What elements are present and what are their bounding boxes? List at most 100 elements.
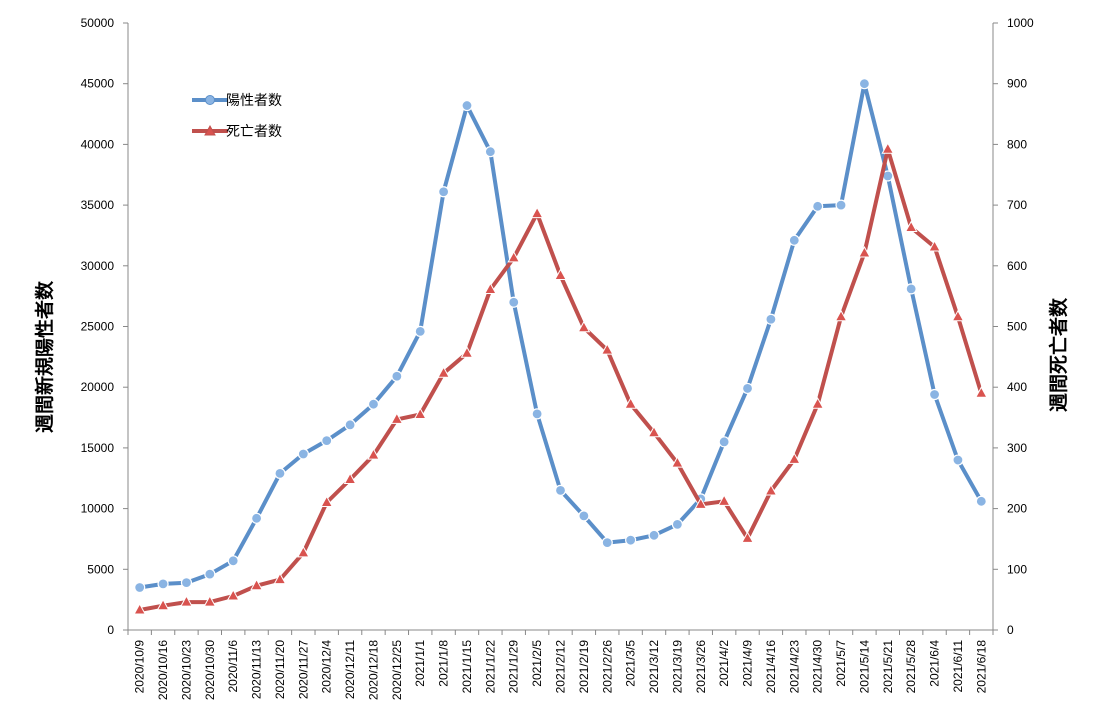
data-point (180, 595, 193, 607)
legend-marker-deaths (204, 124, 216, 136)
data-point (508, 296, 520, 308)
data-point (764, 483, 778, 496)
series-line (137, 147, 984, 612)
data-point (204, 568, 216, 580)
y-tick-label-left: 15000 (81, 441, 115, 455)
x-tick-label: 2021/4/16 (764, 640, 778, 694)
x-tick-label: 2021/3/5 (624, 640, 638, 687)
data-point (344, 419, 356, 431)
x-tick-label: 2021/3/26 (694, 640, 708, 694)
data-point (625, 534, 637, 546)
y-tick-label-right: 200 (1007, 502, 1027, 516)
series-positive (134, 78, 987, 594)
data-point (273, 572, 287, 585)
data-point (928, 239, 941, 252)
data-point (530, 206, 544, 219)
y-tick-label-left: 25000 (81, 320, 115, 334)
y-tick-label-right: 900 (1007, 77, 1027, 91)
data-point (765, 313, 777, 325)
x-tick-label: 2021/1/22 (483, 640, 497, 694)
data-point (835, 199, 847, 211)
data-point (461, 99, 473, 112)
data-point (390, 412, 404, 424)
x-tick-label: 2020/11/27 (296, 640, 310, 699)
x-tick-label: 2020/10/16 (156, 640, 170, 700)
legend-label-positive: 陽性者数 (226, 93, 282, 109)
data-point (227, 555, 239, 567)
x-tick-label: 2021/6/11 (951, 640, 965, 693)
x-tick-label: 2021/1/15 (460, 640, 474, 694)
data-point (274, 467, 286, 479)
data-point (180, 577, 193, 589)
y-tick-label-right: 1000 (1007, 16, 1034, 30)
data-point (321, 435, 333, 447)
x-tick-label: 2021/6/4 (928, 640, 942, 687)
data-point (741, 382, 754, 395)
data-point (601, 536, 613, 549)
data-point (438, 186, 450, 198)
data-point (413, 407, 427, 420)
y-tick-label-right: 0 (1007, 623, 1014, 637)
y-tick-label-left: 10000 (81, 502, 115, 516)
data-point (974, 386, 988, 398)
series-layer (133, 78, 988, 615)
x-tick-label: 2021/1/1 (413, 640, 427, 687)
data-point (577, 320, 591, 333)
data-point (250, 512, 263, 524)
legend: 陽性者数 死亡者数 (192, 93, 282, 140)
data-point (296, 545, 310, 558)
y-tick-label-left: 20000 (81, 380, 115, 394)
data-point (367, 448, 380, 460)
data-point (718, 436, 730, 448)
data-point (484, 282, 497, 294)
y-tick-label-left: 30000 (81, 259, 115, 273)
data-point (414, 325, 426, 337)
data-point (226, 588, 240, 601)
x-tick-label: 2021/2/12 (554, 640, 568, 694)
y-tick-label-left: 35000 (81, 198, 115, 212)
series-deaths (133, 142, 988, 615)
y-axis-title-right: 週間死亡者数 (1047, 297, 1070, 412)
series-line (137, 81, 984, 590)
x-tick-label: 2021/4/30 (811, 640, 825, 694)
data-point (741, 531, 754, 543)
data-point (133, 602, 147, 615)
y-tick-label-right: 500 (1007, 320, 1027, 334)
data-point (343, 472, 357, 484)
data-point (484, 146, 496, 158)
data-point (391, 370, 403, 382)
data-point (460, 346, 474, 358)
y-tick-label-left: 50000 (81, 16, 115, 30)
data-point (952, 454, 964, 466)
y-tick-label-right: 300 (1007, 441, 1027, 455)
data-point (647, 425, 661, 438)
data-point (203, 595, 217, 607)
x-tick-label: 2021/3/19 (670, 640, 684, 694)
x-tick-label: 2020/10/9 (133, 640, 147, 694)
data-point (975, 495, 987, 507)
data-point (531, 408, 543, 420)
data-point (624, 397, 637, 409)
data-point (367, 398, 380, 410)
data-point (157, 578, 169, 590)
x-tick-label: 2020/12/25 (390, 640, 404, 700)
x-tick-label: 2021/3/12 (647, 640, 661, 694)
data-point (134, 581, 146, 594)
data-point (904, 220, 918, 233)
data-point (250, 578, 263, 591)
x-tick-label: 2021/5/14 (857, 640, 871, 694)
x-tick-label: 2021/1/8 (437, 640, 451, 687)
x-tick-label: 2020/11/6 (226, 640, 240, 693)
data-point (156, 598, 170, 611)
x-tick-label: 2021/5/7 (834, 640, 848, 687)
data-point (787, 452, 801, 464)
legend-marker-positive (205, 95, 215, 105)
data-point (812, 200, 824, 212)
y-axis-title-left: 週間新規陽性者数 (33, 280, 56, 433)
x-tick-label: 2021/4/23 (787, 640, 801, 694)
x-tick-label: 2021/1/29 (507, 640, 521, 694)
data-point (694, 497, 708, 509)
data-point (717, 494, 731, 506)
data-point (578, 510, 590, 522)
data-point (554, 268, 567, 281)
